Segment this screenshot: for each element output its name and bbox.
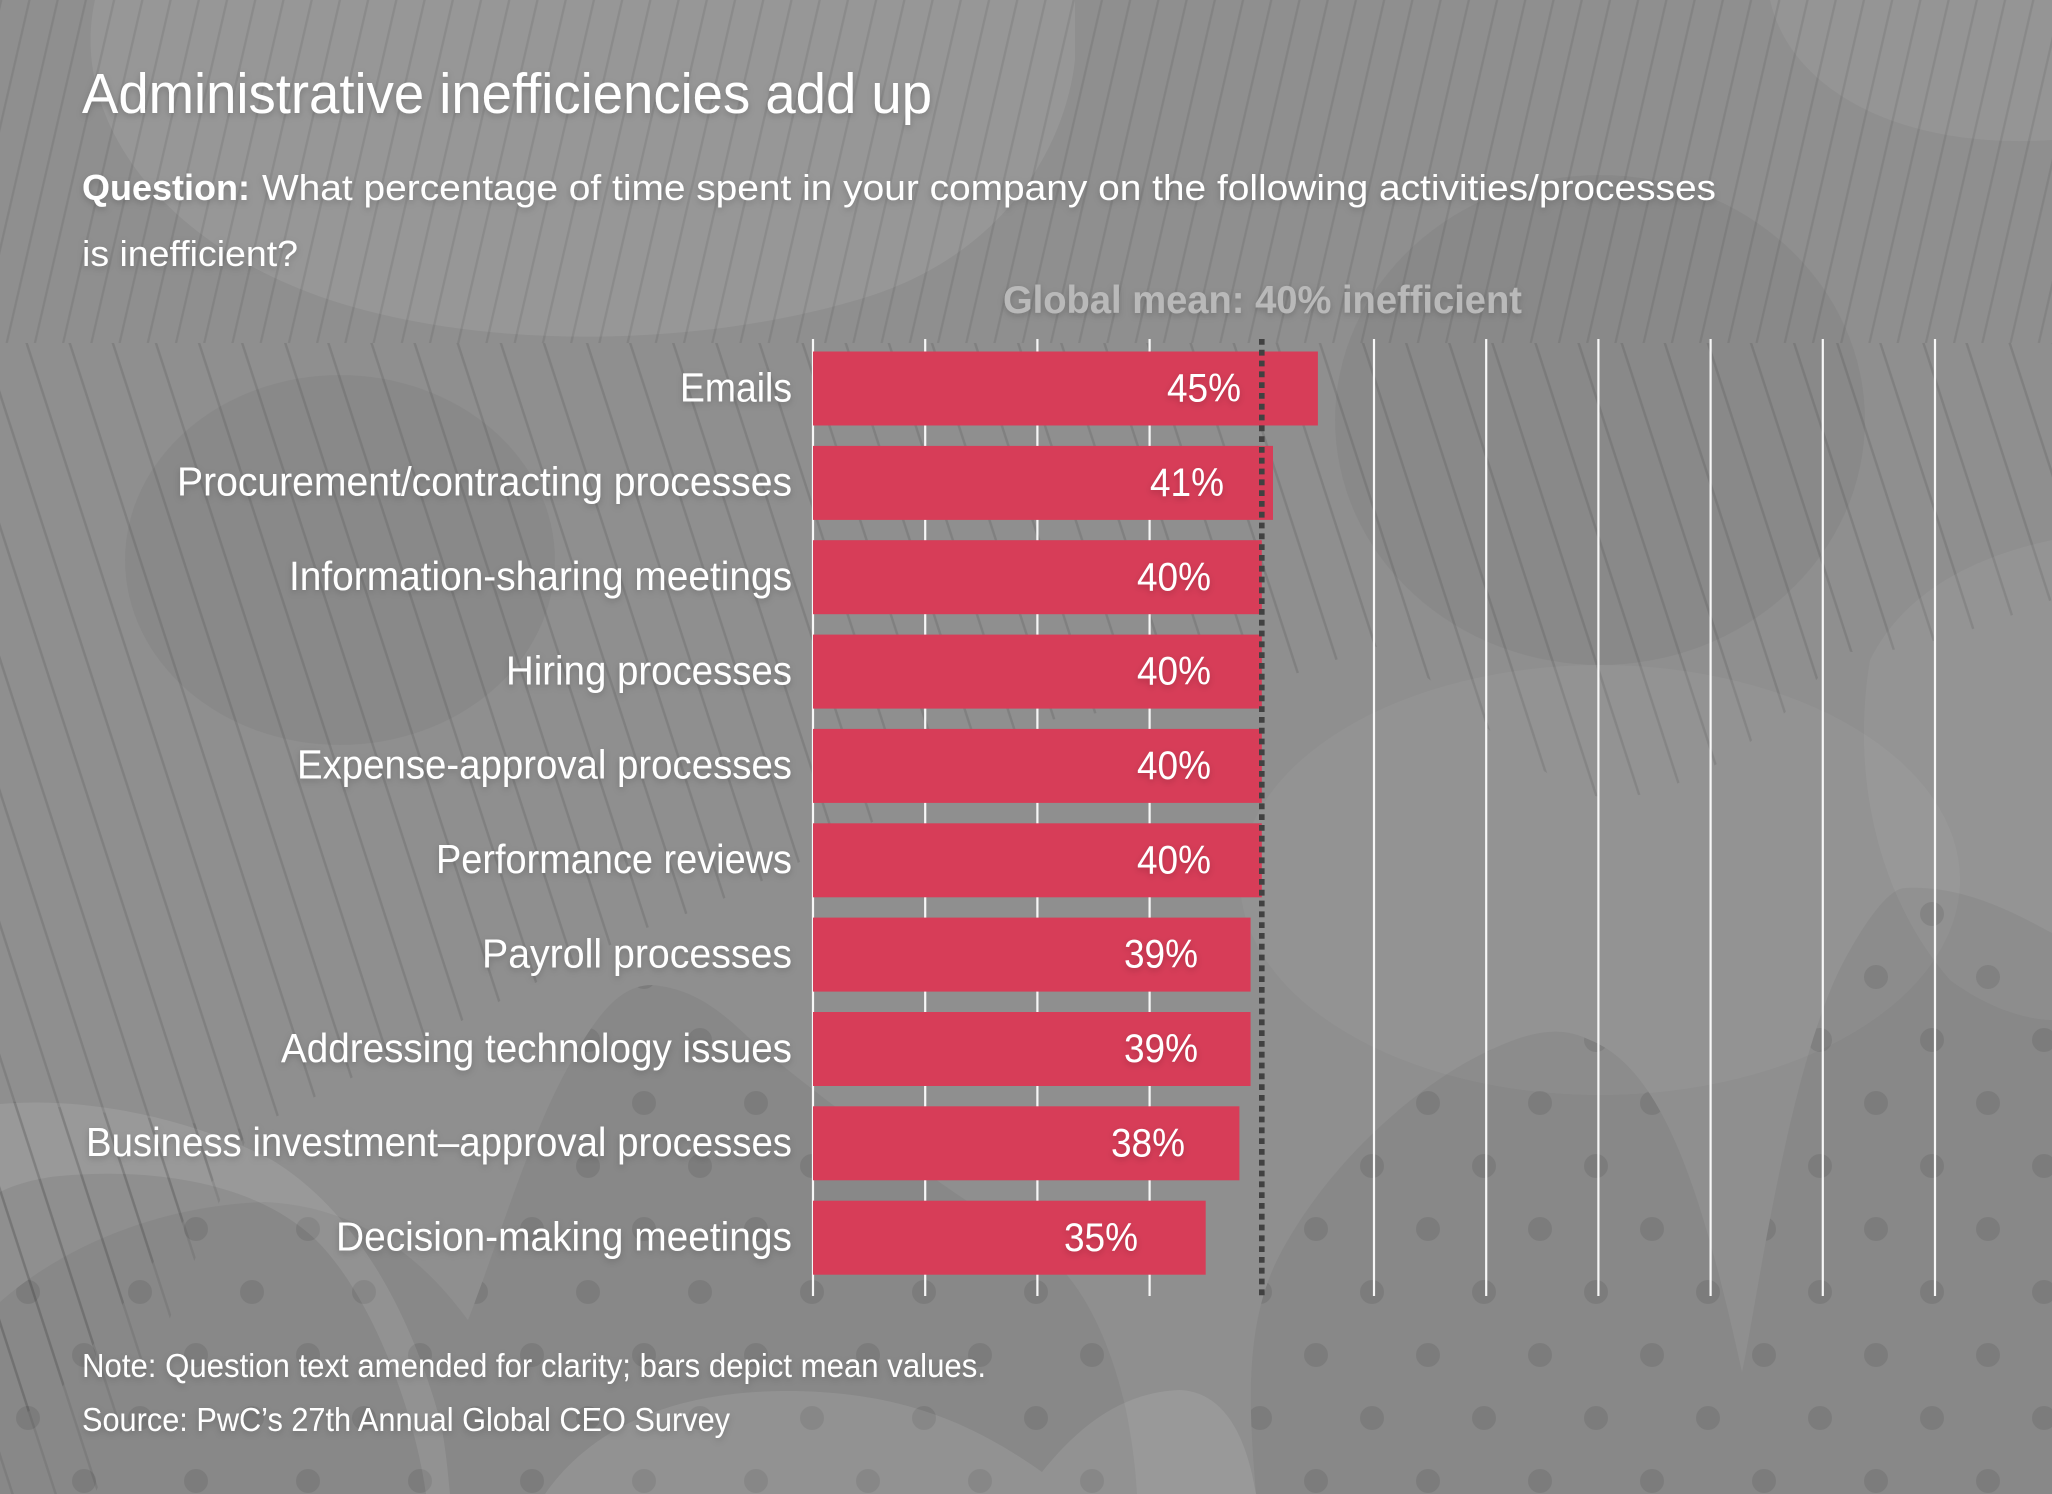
svg-text:Procurement/contracting proces: Procurement/contracting processes: [177, 459, 792, 505]
svg-text:Performance reviews: Performance reviews: [436, 836, 792, 882]
svg-text:Question:: Question:: [82, 167, 250, 208]
svg-text:40%: 40%: [1137, 838, 1211, 882]
svg-text:39%: 39%: [1124, 933, 1198, 977]
svg-text:Addressing technology issues: Addressing technology issues: [281, 1025, 792, 1071]
svg-text:40%: 40%: [1137, 555, 1211, 599]
svg-text:40%: 40%: [1137, 744, 1211, 788]
svg-text:Information-sharing meetings: Information-sharing meetings: [289, 553, 792, 599]
svg-text:Global mean: 40% inefficient: Global mean: 40% inefficient: [1003, 279, 1522, 322]
svg-text:45%: 45%: [1167, 367, 1241, 411]
svg-text:Business investment–approval p: Business investment–approval processes: [86, 1119, 792, 1165]
svg-text:is inefficient?: is inefficient?: [82, 233, 298, 274]
svg-text:41%: 41%: [1150, 461, 1224, 505]
svg-text:Note: Question text amended fo: Note: Question text amended for clarity;…: [82, 1347, 986, 1384]
svg-text:39%: 39%: [1124, 1027, 1198, 1071]
svg-text:40%: 40%: [1137, 650, 1211, 694]
svg-text:Expense-approval processes: Expense-approval processes: [297, 742, 792, 788]
svg-text:Decision-making meetings: Decision-making meetings: [336, 1214, 792, 1260]
svg-text:Administrative inefficiencies: Administrative inefficiencies add up: [82, 62, 932, 126]
svg-text:38%: 38%: [1111, 1121, 1185, 1165]
svg-text:Payroll processes: Payroll processes: [482, 930, 792, 976]
svg-text:Source: PwC’s 27th Annual Glob: Source: PwC’s 27th Annual Global CEO Sur…: [82, 1401, 730, 1438]
svg-text:What percentage of time spent: What percentage of time spent in your co…: [262, 167, 1716, 208]
svg-text:Emails: Emails: [680, 364, 792, 410]
svg-text:Hiring processes: Hiring processes: [506, 647, 792, 693]
svg-text:35%: 35%: [1064, 1216, 1138, 1260]
